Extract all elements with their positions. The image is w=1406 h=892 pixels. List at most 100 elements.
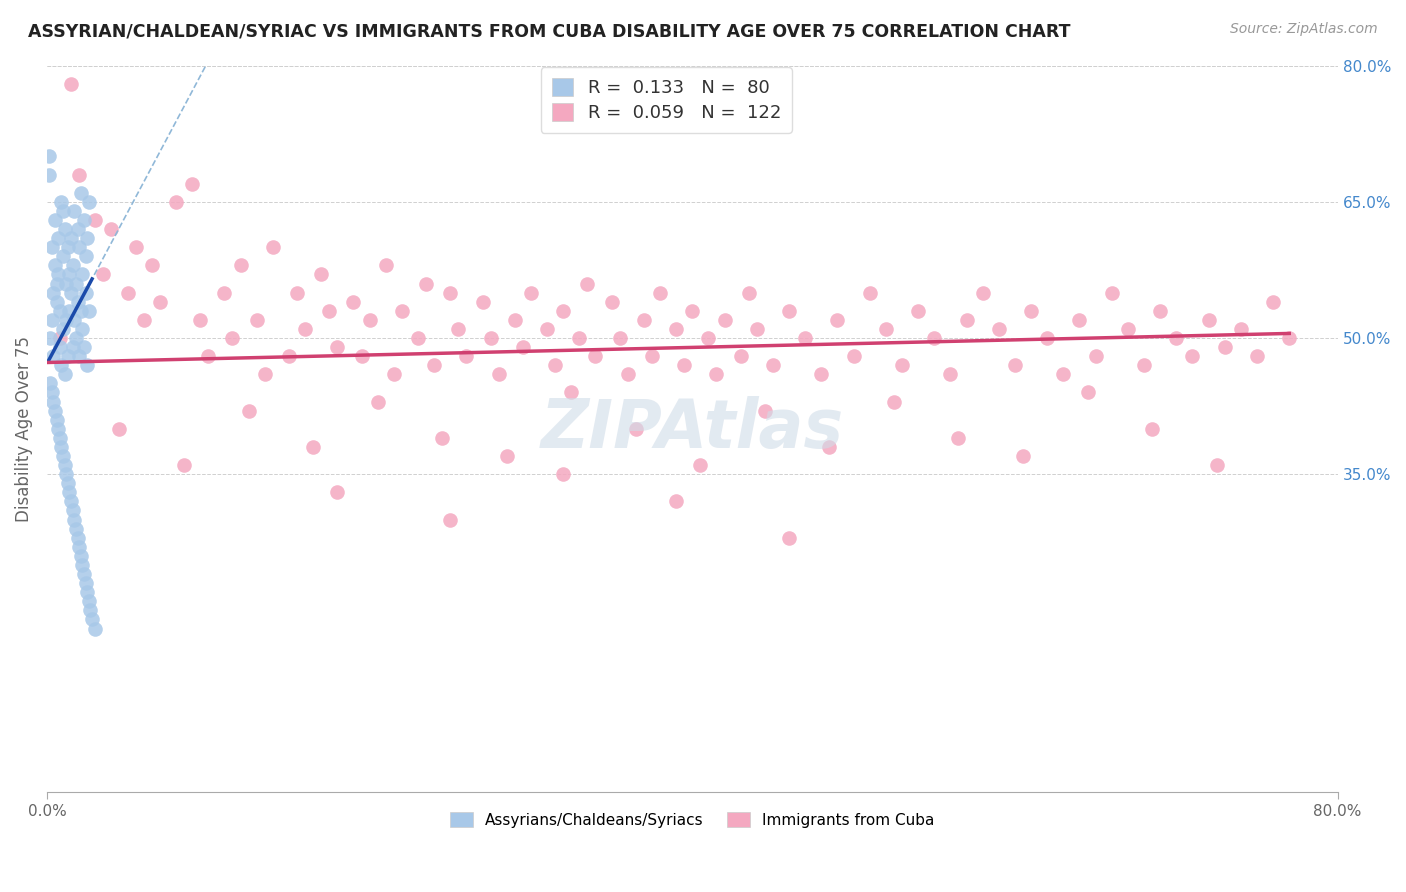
Point xyxy=(124,240,146,254)
Point xyxy=(246,313,269,327)
Point xyxy=(512,340,534,354)
Point xyxy=(641,349,664,363)
Point xyxy=(948,431,970,445)
Point xyxy=(415,277,437,291)
Point xyxy=(972,285,994,300)
Point xyxy=(326,485,349,500)
Point xyxy=(141,258,163,272)
Point xyxy=(681,303,703,318)
Point xyxy=(42,285,65,300)
Point xyxy=(585,349,607,363)
Point xyxy=(65,331,87,345)
Point xyxy=(367,394,389,409)
Point xyxy=(553,467,575,482)
Point xyxy=(52,322,75,336)
Y-axis label: Disability Age Over 75: Disability Age Over 75 xyxy=(15,335,32,522)
Point xyxy=(568,331,591,345)
Point xyxy=(46,268,69,282)
Point xyxy=(58,303,80,318)
Point xyxy=(58,485,80,500)
Point xyxy=(309,268,332,282)
Point xyxy=(229,258,252,272)
Point xyxy=(382,368,405,382)
Point xyxy=(706,368,728,382)
Point xyxy=(576,277,599,291)
Point xyxy=(456,349,478,363)
Point xyxy=(536,322,558,336)
Point xyxy=(42,349,65,363)
Point xyxy=(52,203,75,218)
Point xyxy=(326,340,349,354)
Point xyxy=(55,277,77,291)
Point xyxy=(108,422,131,436)
Point xyxy=(439,285,461,300)
Point xyxy=(69,303,91,318)
Point xyxy=(60,231,83,245)
Point xyxy=(100,222,122,236)
Point xyxy=(1261,294,1284,309)
Point xyxy=(294,322,316,336)
Point xyxy=(503,313,526,327)
Point xyxy=(62,258,84,272)
Point xyxy=(810,368,832,382)
Point xyxy=(77,194,100,209)
Point xyxy=(49,431,72,445)
Point xyxy=(49,303,72,318)
Point xyxy=(63,512,86,526)
Point xyxy=(173,458,195,472)
Point xyxy=(883,394,905,409)
Point xyxy=(730,349,752,363)
Point xyxy=(49,340,72,354)
Point xyxy=(600,294,623,309)
Point xyxy=(318,303,340,318)
Point xyxy=(778,531,800,545)
Point xyxy=(214,285,236,300)
Point xyxy=(391,303,413,318)
Point xyxy=(342,294,364,309)
Point xyxy=(58,268,80,282)
Point xyxy=(1133,358,1156,372)
Point xyxy=(45,277,67,291)
Point xyxy=(238,403,260,417)
Point xyxy=(842,349,865,363)
Point xyxy=(406,331,429,345)
Point xyxy=(39,331,62,345)
Point xyxy=(1052,368,1074,382)
Point xyxy=(44,403,66,417)
Point xyxy=(49,331,72,345)
Point xyxy=(55,313,77,327)
Point xyxy=(76,585,98,599)
Point xyxy=(53,222,76,236)
Point xyxy=(56,240,79,254)
Point xyxy=(285,285,308,300)
Point xyxy=(262,240,284,254)
Point xyxy=(277,349,299,363)
Point xyxy=(673,358,696,372)
Point xyxy=(350,349,373,363)
Point xyxy=(859,285,882,300)
Point xyxy=(84,213,107,227)
Point xyxy=(56,476,79,491)
Point xyxy=(188,313,211,327)
Point xyxy=(1077,385,1099,400)
Point xyxy=(46,422,69,436)
Point xyxy=(697,331,720,345)
Point xyxy=(39,376,62,391)
Point xyxy=(1069,313,1091,327)
Point xyxy=(891,358,914,372)
Point xyxy=(46,231,69,245)
Point xyxy=(665,322,688,336)
Point xyxy=(66,531,89,545)
Point xyxy=(76,358,98,372)
Point xyxy=(1181,349,1204,363)
Point xyxy=(66,294,89,309)
Point xyxy=(633,313,655,327)
Point xyxy=(430,431,453,445)
Point xyxy=(67,168,90,182)
Point xyxy=(1278,331,1301,345)
Point xyxy=(1230,322,1253,336)
Point xyxy=(738,285,761,300)
Point xyxy=(45,413,67,427)
Point xyxy=(423,358,446,372)
Point xyxy=(84,622,107,636)
